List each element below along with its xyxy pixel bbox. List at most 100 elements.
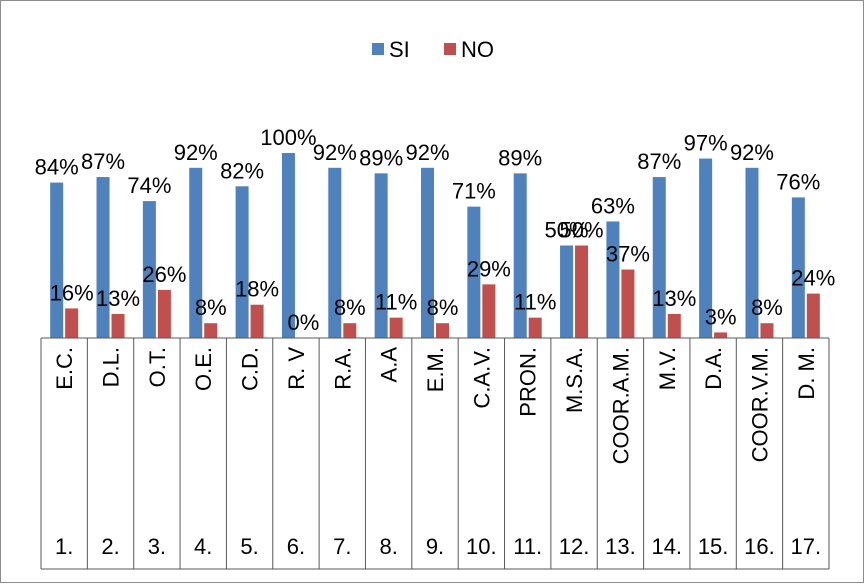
value-label-no-11: 11%: [514, 290, 556, 315]
bar-no-13: [621, 269, 635, 338]
bar-no-14: [667, 313, 681, 338]
category-number-1: 1.: [55, 534, 73, 559]
bar-si-3: [142, 201, 156, 338]
bar-si-4: [189, 167, 203, 338]
value-labels: 84% 16% 87% 13% 74% 26% 92% 8% 82% 18% 100% 0% 92% 8%…: [35, 125, 836, 335]
value-label-no-13: 37%: [606, 242, 650, 267]
value-label-si-3: 74%: [127, 173, 171, 198]
value-label-si-10: 71%: [452, 179, 496, 204]
category-number-7: 7.: [333, 534, 351, 559]
category-label-3: O.T.: [145, 347, 170, 387]
category-number-12: 12.: [559, 534, 590, 559]
category-label-16: COOR.V.M.: [747, 347, 772, 462]
bar-no-8: [389, 317, 403, 338]
bar-si-15: [699, 158, 713, 338]
value-label-si-8: 89%: [359, 145, 403, 170]
value-label-no-12: 50%: [560, 218, 604, 243]
bar-no-15: [714, 332, 728, 338]
bar-si-5: [235, 186, 249, 338]
bar-no-11: [528, 317, 542, 338]
bar-si-17: [791, 197, 805, 338]
category-label-2: D.L.: [99, 347, 124, 387]
bar-si-13: [606, 221, 620, 338]
category-label-5: C.D.: [238, 347, 263, 391]
category-label-1: E.C.: [52, 347, 77, 390]
bar-no-4: [204, 323, 218, 338]
category-label-12: M.S.A.: [562, 347, 587, 413]
category-number-17: 17.: [791, 534, 822, 559]
category-table: E.C. 1. D.L. 2. O.T. 3. O.E. 4. C.D. 5. R. V 6. R.A.…: [40, 337, 830, 570]
category-label-13: COOR.A.M.: [608, 347, 633, 464]
bar-si-1: [50, 182, 64, 338]
category-number-3: 3.: [148, 534, 166, 559]
bar-no-2: [111, 313, 125, 338]
bar-no-1: [65, 308, 79, 338]
legend-swatch-no: [444, 43, 456, 55]
category-label-7: R.A.: [330, 347, 355, 390]
category-number-13: 13.: [605, 534, 636, 559]
value-label-si-9: 92%: [405, 140, 449, 165]
category-number-14: 14.: [651, 534, 682, 559]
bar-no-16: [760, 323, 774, 338]
category-label-11: PRON.: [516, 347, 541, 417]
bar-si-14: [652, 177, 666, 338]
category-number-5: 5.: [240, 534, 258, 559]
bar-si-9: [421, 167, 434, 338]
value-label-si-11: 89%: [498, 145, 542, 170]
bar-no-12: [575, 245, 589, 338]
category-number-15: 15.: [698, 534, 729, 559]
category-number-9: 9.: [426, 534, 444, 559]
category-number-11: 11.: [513, 534, 542, 559]
value-label-no-4: 8%: [195, 295, 227, 320]
value-label-si-15: 97%: [684, 131, 728, 156]
value-label-si-13: 63%: [591, 193, 635, 218]
value-label-no-7: 8%: [334, 295, 366, 320]
value-label-no-1: 16%: [50, 280, 94, 305]
bar-no-17: [806, 293, 820, 338]
bar-si-11: [513, 173, 527, 338]
category-number-4: 4.: [194, 534, 212, 559]
value-label-si-12: 50%: [545, 218, 589, 243]
category-label-14: M.V.: [655, 347, 680, 390]
category-number-8: 8.: [379, 534, 397, 559]
legend-label-si: SI: [389, 37, 410, 62]
value-label-si-6: 100%: [260, 125, 316, 150]
legend-label-no: NO: [461, 37, 494, 62]
value-label-si-2: 87%: [81, 149, 125, 174]
value-label-no-9: 8%: [427, 295, 459, 320]
bar-si-8: [374, 173, 388, 338]
value-label-si-1: 84%: [35, 155, 79, 180]
category-number-2: 2.: [101, 534, 119, 559]
bar-no-5: [250, 304, 264, 338]
bar-no-9: [436, 323, 449, 338]
bar-si-7: [328, 167, 342, 338]
category-label-17: D. M.: [794, 347, 819, 400]
bar-no-7: [343, 323, 357, 338]
value-label-no-2: 13%: [96, 286, 140, 311]
bar-no-10: [482, 284, 496, 338]
bar-si-12: [560, 245, 574, 338]
category-label-9: E.M.: [423, 347, 448, 392]
value-label-si-16: 92%: [730, 140, 774, 165]
category-number-16: 16.: [744, 534, 775, 559]
value-label-no-15: 3%: [705, 304, 737, 329]
legend-swatch-si: [372, 43, 384, 55]
bars: [50, 153, 820, 338]
bar-si-6: [281, 153, 295, 338]
category-number-10: 10.: [466, 534, 497, 559]
value-label-si-17: 76%: [776, 169, 820, 194]
value-label-no-10: 29%: [467, 256, 511, 281]
category-label-6: R. V: [284, 347, 309, 390]
value-label-no-3: 26%: [142, 262, 186, 287]
value-label-no-16: 8%: [751, 295, 783, 320]
category-label-8: A.A: [377, 347, 402, 383]
value-label-no-14: 13%: [652, 286, 696, 311]
category-label-10: C.A.V.: [469, 347, 494, 409]
value-label-no-6: 0%: [288, 310, 320, 335]
value-label-si-14: 87%: [637, 149, 681, 174]
value-label-si-4: 92%: [174, 140, 218, 165]
value-label-no-17: 24%: [791, 266, 835, 291]
legend: SI NO: [372, 37, 494, 62]
